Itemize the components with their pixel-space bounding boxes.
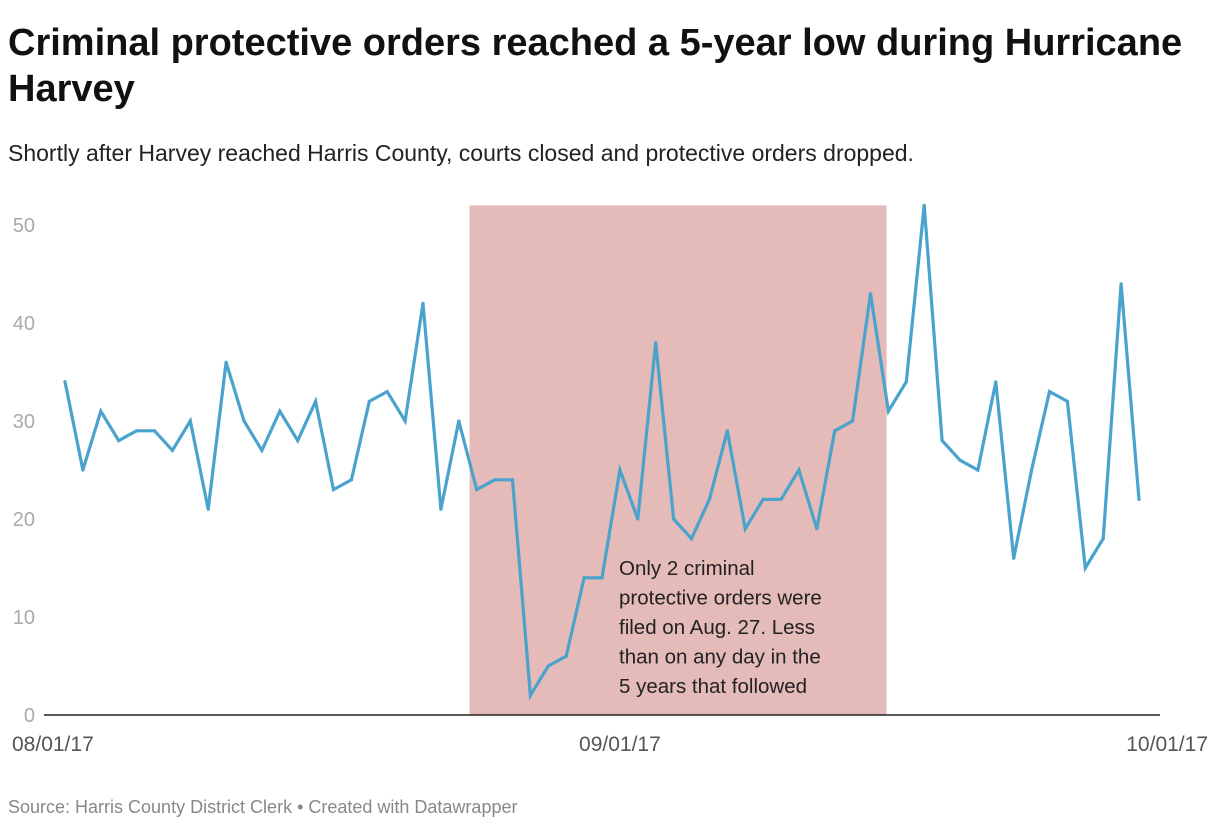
y-tick-label: 10	[13, 607, 35, 629]
data-point	[278, 409, 282, 413]
chart-subtitle: Shortly after Harvey reached Harris Coun…	[8, 140, 914, 166]
annotation-line: 5 years that followed	[619, 675, 807, 698]
data-point	[868, 292, 873, 296]
data-point	[833, 429, 837, 433]
data-point	[851, 419, 855, 423]
data-point	[63, 380, 67, 384]
data-point	[779, 497, 783, 501]
data-point	[260, 448, 264, 452]
data-point	[654, 341, 658, 345]
data-point	[170, 448, 174, 452]
data-point	[385, 390, 389, 394]
data-point	[600, 576, 604, 580]
data-point	[99, 409, 103, 413]
data-point	[81, 468, 85, 472]
data-point	[1065, 399, 1069, 403]
data-point	[564, 654, 568, 658]
data-point	[1030, 468, 1034, 472]
x-tick-label: 08/01/17	[12, 733, 94, 756]
data-point	[904, 380, 908, 384]
data-point	[1047, 390, 1052, 394]
data-point	[672, 517, 676, 521]
data-point	[922, 203, 926, 207]
annotation-line: filed on Aug. 27. Less	[619, 616, 815, 639]
annotation-line: Only 2 criminal	[619, 557, 755, 580]
data-point	[242, 419, 246, 423]
data-point	[994, 380, 998, 384]
annotation-line: protective orders were	[619, 587, 822, 610]
data-point	[1083, 566, 1087, 570]
data-point	[135, 429, 139, 433]
data-point	[296, 439, 300, 443]
data-point	[743, 527, 747, 531]
data-point	[725, 429, 729, 433]
data-point	[367, 399, 371, 403]
data-point	[1012, 556, 1016, 560]
data-point	[761, 497, 765, 501]
chart-title: Criminal protective orders reached a 5-y…	[8, 22, 1183, 110]
data-point	[314, 399, 318, 403]
data-point	[1119, 282, 1123, 286]
data-point	[689, 537, 694, 541]
data-point	[582, 576, 586, 580]
data-point	[958, 458, 962, 462]
data-point	[1101, 537, 1105, 541]
source-note: Source: Harris County District Clerk • C…	[8, 797, 518, 817]
y-tick-label: 30	[13, 411, 35, 433]
data-point	[188, 419, 192, 423]
data-point	[152, 429, 157, 433]
data-point	[206, 507, 210, 511]
data-point	[1137, 497, 1141, 501]
data-point	[976, 468, 980, 472]
data-point	[439, 507, 443, 511]
annotation-line: than on any day in the	[619, 646, 821, 669]
data-point	[224, 360, 228, 364]
data-point	[403, 419, 407, 423]
x-tick-label: 09/01/17	[579, 733, 661, 756]
x-tick-label: 10/01/17	[1126, 733, 1208, 756]
y-tick-label: 40	[13, 313, 35, 335]
data-point	[636, 517, 640, 521]
data-point	[475, 488, 479, 492]
data-point	[421, 301, 425, 305]
data-point	[797, 468, 801, 472]
y-tick-label: 50	[13, 215, 35, 237]
data-point	[707, 497, 712, 501]
data-point	[528, 693, 533, 698]
data-point	[331, 488, 336, 492]
data-point	[940, 439, 944, 443]
data-point	[457, 419, 461, 423]
y-tick-label: 20	[13, 509, 35, 531]
data-point	[815, 527, 819, 531]
data-point	[349, 478, 353, 482]
data-point	[546, 664, 550, 668]
data-point	[493, 478, 497, 482]
data-point	[886, 409, 891, 413]
y-tick-label: 0	[24, 705, 35, 727]
hurricane-highlight-band	[469, 205, 887, 715]
data-point	[618, 468, 622, 472]
data-point	[510, 478, 515, 482]
data-point	[117, 439, 121, 443]
